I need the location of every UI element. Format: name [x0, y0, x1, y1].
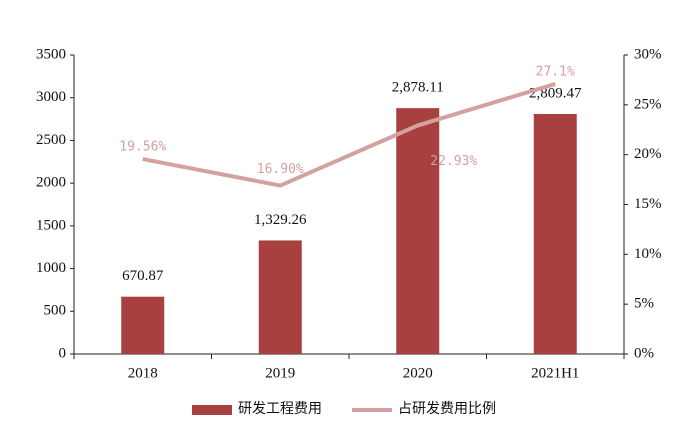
bar: [533, 113, 577, 354]
line-value-label: 22.93%: [430, 154, 477, 169]
bar-value-label: 2,878.11: [392, 80, 444, 96]
x-tick-label: 2021H1: [531, 365, 579, 381]
y-tick-label: 3500: [36, 46, 66, 62]
y-tick-label: 2500: [36, 132, 66, 148]
y-tick-label: 500: [44, 303, 67, 319]
bar: [396, 108, 440, 355]
x-tick-label: 2020: [403, 365, 433, 381]
y2-tick-label: 15%: [634, 196, 662, 212]
bar-value-label: 1,329.26: [254, 212, 307, 228]
line-value-label: 19.56%: [119, 140, 166, 155]
y-tick-label: 0: [59, 345, 67, 361]
y2-tick-label: 30%: [634, 46, 662, 62]
legend-label: 占研发费用比例: [398, 401, 496, 417]
y2-tick-label: 25%: [634, 96, 662, 112]
y2-tick-label: 0%: [634, 345, 654, 361]
x-tick-label: 2018: [128, 365, 158, 381]
bar-value-label: 670.87: [122, 268, 164, 284]
legend-label: 研发工程费用: [238, 401, 322, 417]
y2-tick-label: 5%: [634, 296, 654, 312]
line-value-label: 16.90%: [257, 162, 304, 177]
legend-swatch: [192, 405, 232, 415]
bar: [121, 296, 165, 354]
bar: [258, 240, 302, 354]
y-tick-label: 1500: [36, 217, 66, 233]
y-tick-label: 2000: [36, 175, 66, 191]
line: [142, 81, 556, 188]
y-tick-label: 1000: [36, 260, 66, 276]
y2-tick-label: 10%: [634, 246, 662, 262]
y2-tick-label: 20%: [634, 146, 662, 162]
x-tick-label: 2019: [265, 365, 295, 381]
y-tick-label: 3000: [36, 89, 66, 105]
line-value-label: 27.1%: [536, 64, 575, 79]
